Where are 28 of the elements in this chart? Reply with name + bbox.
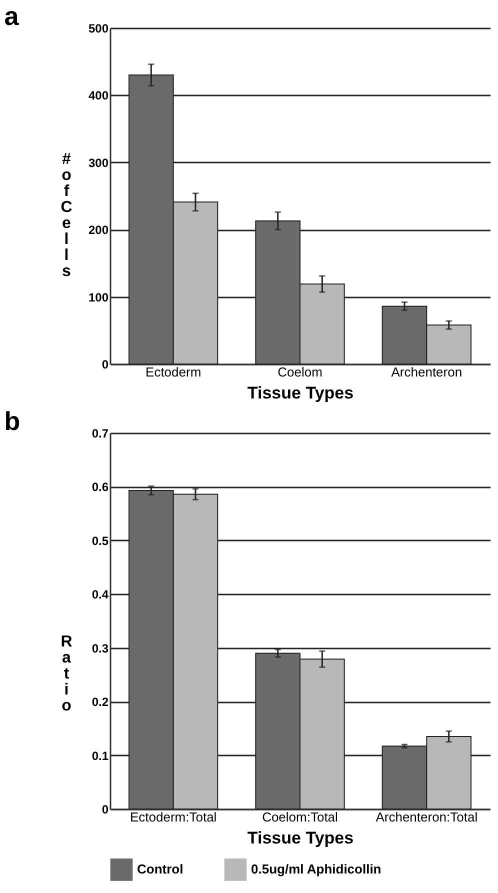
y-tick-label: 0.7 [92, 426, 109, 440]
legend-label: Control [137, 862, 184, 877]
y-tick-label: 0.5 [92, 534, 109, 548]
x-tick-label: Coelom:Total [262, 810, 338, 824]
y-tick-label: 200 [88, 223, 109, 238]
legend-label: 0.5ug/ml Aphidicollin [251, 862, 382, 877]
y-tick-label: 0.3 [92, 641, 109, 656]
y-tick-label: 100 [88, 290, 109, 304]
x-axis-title: Tissue Types [247, 384, 354, 402]
y-tick-label: 300 [88, 156, 109, 170]
x-axis-title: Tissue Types [247, 828, 354, 848]
y-tick-label: 0.2 [92, 695, 109, 710]
y-axis-title: Ratio [60, 634, 73, 714]
chart-title: b [4, 406, 20, 436]
y-tick-label: 0.6 [92, 480, 109, 494]
y-tick-label: 0.1 [92, 748, 109, 763]
y-tick-label: 500 [88, 22, 109, 36]
chart-title: a [4, 1, 20, 31]
x-tick-label: Coelom [278, 364, 322, 380]
x-tick-label: Ectoderm [146, 364, 202, 380]
y-tick-label: 0 [102, 358, 109, 372]
x-tick-label: Archenteron:Total [376, 810, 478, 824]
x-tick-label: Ectoderm:Total [130, 810, 217, 824]
y-tick-label: 0 [102, 802, 109, 816]
y-tick-label: 0.4 [92, 588, 109, 602]
y-axis-title: # of Cells [60, 151, 73, 280]
x-tick-label: Archenteron [391, 364, 462, 380]
y-tick-label: 400 [88, 88, 109, 103]
